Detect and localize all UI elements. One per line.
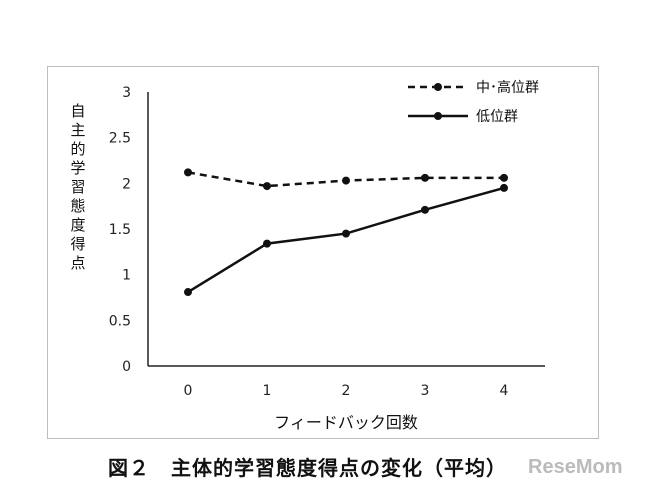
- data-point: [500, 173, 508, 182]
- series-line-2: [187, 186, 505, 294]
- data-point: [263, 239, 271, 248]
- x-tick-label: 1: [263, 383, 272, 399]
- x-axis-label: フィードバック回数: [274, 413, 418, 432]
- y-tick-label: 3: [122, 85, 131, 101]
- data-point: [184, 288, 192, 297]
- legend-label: 低位群: [476, 109, 518, 125]
- y-tick-label: 2.5: [109, 131, 131, 147]
- y-tick-label: 1.5: [109, 222, 131, 238]
- y-tick-label: 0.5: [109, 313, 131, 329]
- legend-marker: [434, 112, 442, 120]
- x-tick-label: 4: [500, 383, 509, 399]
- data-point: [342, 176, 350, 185]
- x-tick-label: 3: [421, 383, 430, 399]
- watermark-logo: ReseMom: [528, 456, 623, 478]
- x-tick-label: 2: [342, 383, 351, 399]
- data-point: [500, 183, 508, 192]
- y-tick-label: 1: [122, 268, 131, 284]
- x-tick-label: 0: [184, 383, 193, 399]
- y-axis-label: 自主的学習態度得点: [70, 102, 86, 272]
- y-tick-label: 2: [122, 176, 131, 192]
- data-point: [342, 229, 350, 238]
- chart-frame: [47, 66, 599, 439]
- data-point: [421, 205, 429, 214]
- legend-label: 中･高位群: [476, 79, 539, 96]
- figure-caption: 図２ 主体的学習態度得点の変化（平均）: [108, 456, 507, 480]
- data-point: [184, 168, 192, 177]
- data-point: [421, 173, 429, 182]
- legend-marker: [434, 83, 442, 91]
- y-tick-label: 0: [122, 359, 131, 375]
- data-point: [263, 182, 271, 191]
